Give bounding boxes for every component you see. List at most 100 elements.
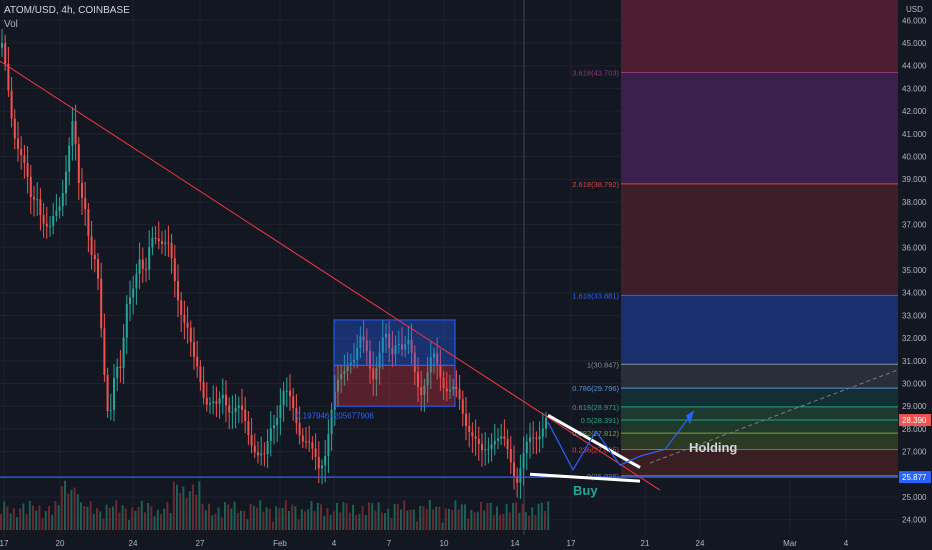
candle-body (413, 352, 416, 372)
candle-body (65, 171, 67, 194)
candle-body (385, 333, 387, 338)
time-tick: 24 (129, 539, 138, 548)
current-price-label: 28.390 (902, 416, 927, 425)
volume-bar (464, 504, 466, 530)
candle-body (61, 193, 64, 207)
volume-bar (179, 492, 182, 530)
volume-bar (515, 502, 518, 530)
candle-body (157, 238, 160, 242)
candle-body (481, 443, 483, 451)
volume-bar (204, 510, 207, 530)
volume-bar (28, 500, 31, 530)
candle-body (535, 437, 538, 440)
candle-body (468, 425, 471, 432)
fib-zone (621, 420, 898, 434)
volume-bar (137, 507, 140, 530)
volume-bar (320, 504, 322, 530)
volume-bar (105, 504, 108, 530)
volume-bar (211, 515, 214, 530)
volume-bar (153, 516, 156, 530)
candle-body (161, 241, 163, 244)
volume-bar (544, 511, 546, 530)
candle-body (154, 237, 157, 239)
volume-bar (316, 502, 319, 530)
volume-bar (387, 508, 390, 530)
candle-body (119, 366, 122, 368)
volume-bar (406, 510, 409, 530)
candle-body (36, 199, 39, 201)
candle-body (135, 273, 138, 289)
volume-bar (355, 515, 358, 530)
volume-bar (51, 514, 54, 530)
volume-bar (364, 514, 367, 530)
fib-zone (621, 406, 898, 421)
volume-bar (390, 518, 393, 530)
candle-body (141, 259, 144, 269)
candle-body (116, 366, 119, 379)
candle-body (327, 434, 330, 456)
candle-body (445, 388, 448, 392)
volume-bar (480, 501, 482, 530)
candle-body (449, 389, 451, 392)
volume-bar (265, 507, 268, 530)
volume-bar (448, 508, 450, 530)
volume-bar (432, 509, 434, 530)
candle-body (26, 163, 29, 177)
candle-body (234, 407, 237, 412)
candle-body (295, 408, 298, 424)
candle-body (471, 431, 474, 437)
fib-zone (621, 433, 898, 450)
volume-bar (147, 502, 150, 530)
volume-bar (489, 502, 492, 530)
volume-bar (192, 484, 194, 530)
volume-bar (217, 507, 220, 530)
candle-body (356, 347, 359, 360)
candle-body (311, 442, 314, 449)
price-tick: 36.000 (902, 243, 927, 252)
fib-zone (621, 183, 898, 296)
candle-body (257, 452, 259, 456)
price-tick: 31.000 (902, 357, 927, 366)
volume-bar (89, 501, 92, 530)
candle-body (247, 421, 250, 435)
candle-body (122, 337, 125, 368)
volume-bar (32, 505, 34, 530)
volume-bar (252, 505, 255, 530)
volume-bar (0, 514, 2, 530)
volume-bars (0, 480, 550, 530)
volume-bar (124, 508, 127, 530)
time-tick: 20 (56, 539, 65, 548)
volume-bar (83, 506, 86, 530)
candle-body (365, 340, 368, 352)
volume-bar (521, 503, 524, 530)
candle-body (426, 372, 429, 386)
volume-bar (214, 513, 217, 530)
volume-bar (102, 518, 105, 530)
candle-body (138, 259, 141, 274)
holding-label: Holding (689, 440, 737, 455)
candle-body (253, 445, 256, 453)
volume-bar (60, 486, 63, 530)
time-tick: Feb (273, 539, 287, 548)
volume-bar (508, 512, 511, 530)
volume-bar (371, 503, 374, 530)
candle-body (381, 337, 384, 353)
volume-bar (339, 512, 342, 530)
volume-bar (438, 506, 441, 530)
volume-bar (208, 503, 210, 530)
volume-bar (310, 501, 313, 530)
price-tick: 42.000 (902, 107, 927, 116)
fib-label: 0(25.936) (587, 472, 620, 481)
volume-bar (163, 508, 166, 530)
volume-bar (345, 503, 348, 530)
candle-body (39, 199, 42, 215)
candle-body (106, 375, 109, 412)
volume-bar (403, 500, 406, 530)
candle-body (458, 388, 461, 400)
volume-bar (169, 513, 172, 530)
candle-body (77, 144, 80, 184)
volume-bar (435, 506, 438, 530)
candle-body (228, 405, 231, 413)
volume-bar (323, 515, 326, 530)
